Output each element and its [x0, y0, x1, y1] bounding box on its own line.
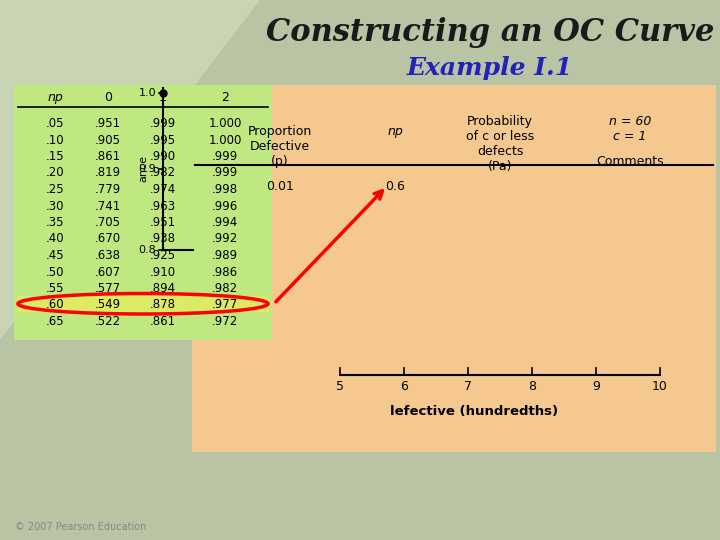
Text: 0.9: 0.9 — [138, 164, 156, 174]
Text: Example I.1: Example I.1 — [407, 56, 573, 80]
Text: np: np — [387, 125, 403, 138]
Text: .986: .986 — [212, 266, 238, 279]
Text: .951: .951 — [95, 117, 121, 130]
Text: .522: .522 — [95, 315, 121, 328]
Text: .894: .894 — [150, 282, 176, 295]
Text: .05: .05 — [46, 117, 64, 130]
Text: .951: .951 — [150, 216, 176, 229]
Text: .977: .977 — [212, 299, 238, 312]
Text: .741: .741 — [95, 199, 121, 213]
Text: .994: .994 — [212, 216, 238, 229]
Text: .30: .30 — [46, 199, 64, 213]
Text: .607: .607 — [95, 266, 121, 279]
Text: n = 60
c = 1: n = 60 c = 1 — [609, 115, 651, 143]
Text: 1.000: 1.000 — [208, 133, 242, 146]
Text: .35: .35 — [46, 216, 64, 229]
Text: .638: .638 — [95, 249, 121, 262]
Text: lefective (hundredths): lefective (hundredths) — [390, 405, 558, 418]
Text: .999: .999 — [150, 117, 176, 130]
Text: .995: .995 — [150, 133, 176, 146]
Bar — [14, 85, 272, 340]
Text: Constructing an OC Curve: Constructing an OC Curve — [266, 17, 714, 49]
Text: 1.0: 1.0 — [138, 88, 156, 98]
Text: .996: .996 — [212, 199, 238, 213]
Text: .861: .861 — [95, 150, 121, 163]
Text: 10: 10 — [652, 380, 668, 393]
Text: 1: 1 — [159, 91, 167, 104]
Text: .15: .15 — [45, 150, 64, 163]
Text: .55: .55 — [46, 282, 64, 295]
Text: 2: 2 — [221, 91, 229, 104]
Text: 6: 6 — [400, 380, 408, 393]
Text: .974: .974 — [150, 183, 176, 196]
Text: .989: .989 — [212, 249, 238, 262]
Text: .998: .998 — [212, 183, 238, 196]
Text: .819: .819 — [95, 166, 121, 179]
Text: .990: .990 — [150, 150, 176, 163]
Polygon shape — [0, 0, 260, 340]
Text: Proportion
Defective
(p): Proportion Defective (p) — [248, 125, 312, 168]
Text: .50: .50 — [46, 266, 64, 279]
Bar — [192, 85, 716, 452]
Bar — [17, 295, 269, 312]
Text: .861: .861 — [150, 315, 176, 328]
Text: .705: .705 — [95, 216, 121, 229]
Text: .670: .670 — [95, 233, 121, 246]
Text: 0.8: 0.8 — [138, 245, 156, 255]
Text: .20: .20 — [45, 166, 64, 179]
Text: .549: .549 — [95, 299, 121, 312]
Text: np: np — [47, 91, 63, 104]
Text: .40: .40 — [45, 233, 64, 246]
Text: .577: .577 — [95, 282, 121, 295]
Text: .972: .972 — [212, 315, 238, 328]
Text: .25: .25 — [45, 183, 64, 196]
Text: 0: 0 — [104, 91, 112, 104]
Text: .938: .938 — [150, 233, 176, 246]
Text: .982: .982 — [212, 282, 238, 295]
Text: .60: .60 — [45, 299, 64, 312]
Text: .45: .45 — [45, 249, 64, 262]
Text: 0.01: 0.01 — [266, 180, 294, 193]
Text: .999: .999 — [212, 166, 238, 179]
Text: .963: .963 — [150, 199, 176, 213]
Text: .65: .65 — [45, 315, 64, 328]
Text: .982: .982 — [150, 166, 176, 179]
Text: 9: 9 — [592, 380, 600, 393]
Text: Probability
of c or less
defects
(Pa): Probability of c or less defects (Pa) — [466, 115, 534, 173]
Text: 7: 7 — [464, 380, 472, 393]
Text: .910: .910 — [150, 266, 176, 279]
Text: 5: 5 — [336, 380, 344, 393]
Text: ance: ance — [138, 156, 148, 183]
Text: 1.000: 1.000 — [208, 117, 242, 130]
Text: .779: .779 — [95, 183, 121, 196]
Text: .992: .992 — [212, 233, 238, 246]
Text: .905: .905 — [95, 133, 121, 146]
Text: Comments: Comments — [596, 155, 664, 168]
Text: © 2007 Pearson Education: © 2007 Pearson Education — [15, 522, 146, 532]
Text: 8: 8 — [528, 380, 536, 393]
Text: .10: .10 — [45, 133, 64, 146]
Text: 0.6: 0.6 — [385, 180, 405, 193]
Text: .878: .878 — [150, 299, 176, 312]
Text: .925: .925 — [150, 249, 176, 262]
Text: .999: .999 — [212, 150, 238, 163]
